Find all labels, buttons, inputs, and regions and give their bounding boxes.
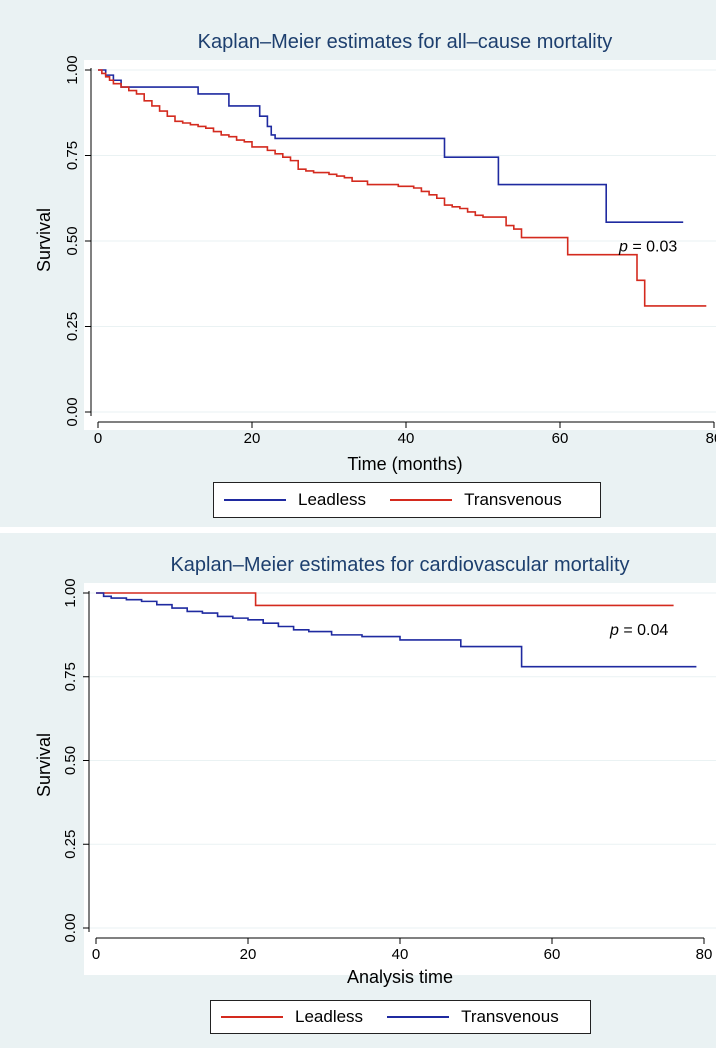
y-tick-label: 1.00	[62, 578, 79, 607]
x-tick-label: 20	[244, 430, 261, 447]
y-tick-label: 0.75	[64, 141, 81, 170]
x-tick-label: 20	[240, 946, 257, 963]
chart-panel-all-cause: Kaplan–Meier estimates for all–cause mor…	[0, 0, 716, 527]
x-tick-label: 40	[398, 430, 415, 447]
legend-label: Leadless	[295, 1007, 364, 1026]
legend-label: Transvenous	[464, 490, 562, 509]
chart-all-cause-mortality: Kaplan–Meier estimates for all–cause mor…	[34, 31, 716, 474]
legend-swatch-transvenous	[390, 499, 453, 501]
km-curve-leadless	[96, 592, 674, 607]
x-tick-label: 80	[696, 946, 713, 963]
x-tick-label: 40	[392, 946, 409, 963]
legend-swatch-leadless	[221, 1016, 283, 1018]
p-value-text: = 0.04	[619, 622, 668, 639]
y-tick-label: 0.00	[62, 913, 79, 942]
p-value-annotation: p = 0.04	[609, 622, 668, 639]
p-label: p	[618, 238, 628, 255]
y-axis-label: Survival	[34, 733, 54, 797]
chart-cardiovascular-mortality: Kaplan–Meier estimates for cardiovascula…	[34, 554, 716, 987]
y-tick-label: 0.75	[62, 662, 79, 691]
x-tick-label: 0	[92, 946, 100, 963]
y-tick-label: 0.25	[64, 312, 81, 341]
legend-label: Transvenous	[461, 1007, 559, 1026]
km-curve-transvenous	[98, 69, 707, 307]
x-axis-label: Time (months)	[347, 454, 462, 474]
km-curve-leadless	[98, 69, 684, 223]
plot-area	[84, 60, 716, 430]
x-tick-label: 60	[544, 946, 561, 963]
legend-swatch-leadless	[224, 499, 286, 501]
x-axis-label: Analysis time	[347, 967, 453, 987]
y-axis-label: Survival	[34, 208, 54, 272]
x-tick-label: 80	[706, 430, 716, 447]
chart-panel-cardiovascular: Kaplan–Meier estimates for cardiovascula…	[0, 533, 716, 1048]
legend-item-transvenous: Transvenous	[377, 1007, 559, 1027]
legend: Leadless Transvenous	[213, 482, 601, 518]
legend-swatch-transvenous	[387, 1016, 450, 1018]
legend-label: Leadless	[298, 490, 367, 509]
y-tick-label: 0.50	[62, 746, 79, 775]
legend-item-transvenous: Transvenous	[380, 490, 562, 510]
plot-area	[84, 583, 716, 975]
km-curve-transvenous	[96, 592, 697, 668]
p-value-text: = 0.03	[628, 238, 677, 255]
chart-title: Kaplan–Meier estimates for all–cause mor…	[198, 31, 613, 53]
legend-item-leadless: Leadless	[211, 1007, 363, 1027]
y-tick-label: 0.50	[64, 226, 81, 255]
chart-title: Kaplan–Meier estimates for cardiovascula…	[170, 554, 629, 576]
p-label: p	[609, 622, 619, 639]
p-value-annotation: p = 0.03	[618, 238, 677, 255]
x-tick-label: 60	[552, 430, 569, 447]
legend: Leadless Transvenous	[210, 1000, 591, 1034]
x-tick-label: 0	[94, 430, 102, 447]
legend-item-leadless: Leadless	[214, 490, 366, 510]
y-tick-label: 1.00	[64, 55, 81, 84]
y-tick-label: 0.00	[64, 397, 81, 426]
y-tick-label: 0.25	[62, 830, 79, 859]
